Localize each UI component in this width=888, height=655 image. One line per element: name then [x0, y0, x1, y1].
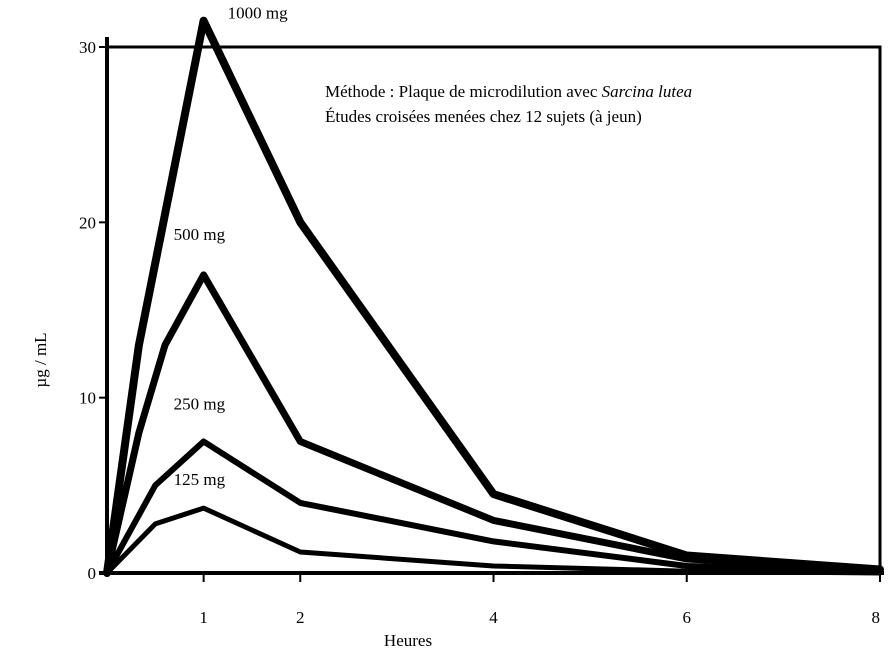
series-label-125-mg: 125 mg [174, 470, 226, 489]
series-line-250-mg [104, 438, 883, 576]
y-tick-label: 30 [79, 38, 96, 57]
x-axis: 1 2 4 6 8 [199, 573, 881, 627]
series-labels: 1000 mg 500 mg 250 mg 125 mg [174, 4, 288, 489]
series-label-500-mg: 500 mg [174, 225, 226, 244]
y-axis-title: µg / mL [31, 332, 50, 387]
method-annotation-prefix: Méthode : Plaque de microdilution avec [325, 82, 602, 101]
x-tick-label: 6 [683, 608, 692, 627]
x-tick-label: 1 [199, 608, 208, 627]
x-tick-label: 2 [296, 608, 305, 627]
x-tick-label: 8 [872, 608, 881, 627]
x-tick-label: 4 [489, 608, 498, 627]
y-tick-label: 20 [79, 213, 96, 232]
series-line-1000-mg [103, 16, 884, 577]
y-tick-label: 10 [79, 389, 96, 408]
series-line-500-mg [103, 271, 884, 577]
method-annotation-organism: Sarcina lutea [602, 82, 693, 101]
series-label-250-mg: 250 mg [174, 395, 226, 414]
series-lines [103, 16, 884, 577]
series-line-125-mg [104, 505, 883, 576]
series-label-1000-mg: 1000 mg [228, 4, 288, 23]
x-axis-title: Heures [384, 631, 432, 650]
y-tick-label: 0 [88, 564, 97, 583]
y-axis: 0 10 20 30 [79, 38, 107, 583]
study-annotation: Études croisées menées chez 12 sujets (à… [325, 107, 642, 126]
method-annotation: Méthode : Plaque de microdilution avec S… [325, 82, 692, 101]
